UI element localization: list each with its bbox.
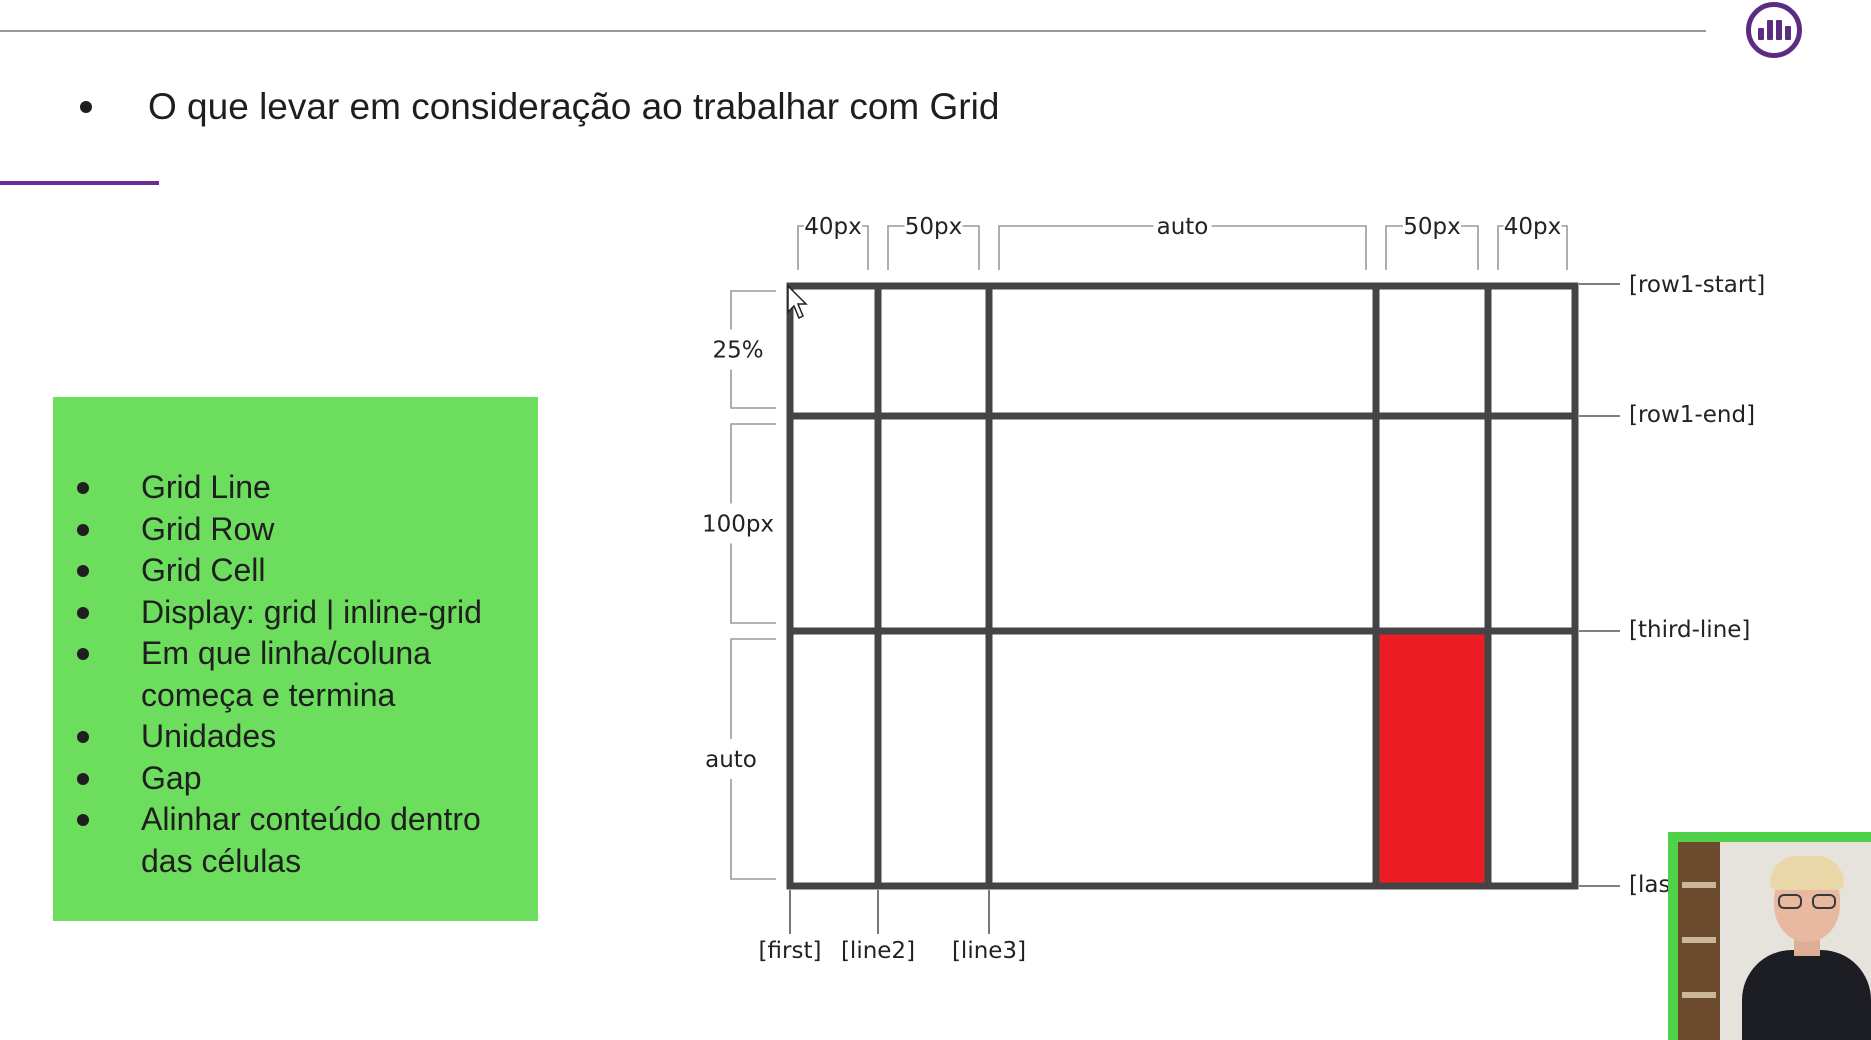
row-size-label: 25% (712, 338, 763, 364)
row-size-brackets: 25% 100px auto (702, 290, 776, 880)
grid-lines (786, 282, 1579, 890)
column-size-bracket (887, 225, 980, 270)
row-line-name: [third-line] (1629, 617, 1750, 643)
topic-item: Gap (53, 758, 538, 800)
topic-item: Unidades (53, 716, 538, 758)
highlighted-cell (1376, 631, 1488, 886)
row-line-name: [row1-end] (1629, 402, 1755, 428)
topic-item-line: das células (141, 842, 302, 879)
row-size-bracket (730, 638, 776, 880)
topic-item: Grid Line (53, 467, 538, 509)
column-size-label: 40px (1504, 214, 1561, 240)
column-size-label: 50px (905, 214, 962, 240)
row-line-name: [row1-start] (1629, 272, 1765, 298)
topic-item: Grid Row (53, 509, 538, 551)
column-size-label: auto (1157, 214, 1209, 240)
topic-item: Alinhar conteúdo dentro das células (53, 799, 538, 882)
slide-title-text: O que levar em consideração ao trabalhar… (148, 86, 1000, 127)
top-divider (0, 30, 1706, 32)
column-size-bracket (797, 225, 869, 270)
slide-title: O que levar em consideração ao trabalhar… (80, 86, 999, 128)
column-size-bracket (998, 225, 1367, 270)
bullet-dot-icon (80, 101, 92, 114)
row-size-bracket (730, 290, 776, 409)
row-size-label: auto (705, 747, 757, 773)
accent-divider (0, 181, 159, 185)
row-size-bracket (730, 423, 776, 624)
topics-list: Grid Line Grid Row Grid Cell Display: gr… (53, 467, 538, 882)
topics-box: Grid Line Grid Row Grid Cell Display: gr… (53, 397, 538, 921)
column-line-name: [first] (759, 938, 822, 964)
topic-item: Display: grid | inline-grid (53, 592, 538, 634)
topic-item: Grid Cell (53, 550, 538, 592)
mouse-cursor-icon (787, 284, 808, 320)
column-line-name: [line3] (952, 938, 1026, 964)
column-size-bracket (1497, 225, 1568, 270)
grid-line-names: [row1-start][row1-end][third-line][last]… (759, 272, 1766, 964)
column-size-label: 50px (1403, 214, 1460, 240)
topic-item-line: Alinhar conteúdo dentro (141, 801, 481, 837)
row-size-label: 100px (702, 512, 774, 538)
topic-item-line: Em que linha/coluna (141, 635, 431, 671)
column-size-bracket (1385, 225, 1479, 270)
topic-item-line: começa e termina (141, 676, 396, 713)
topic-item: Em que linha/coluna começa e termina (53, 633, 538, 716)
column-size-label: 40px (804, 214, 861, 240)
column-size-brackets: 40px 50px auto 50px 40px (797, 214, 1568, 270)
brand-logo-icon (1746, 2, 1802, 58)
presenter-webcam (1668, 832, 1871, 1040)
column-line-name: [line2] (841, 938, 915, 964)
